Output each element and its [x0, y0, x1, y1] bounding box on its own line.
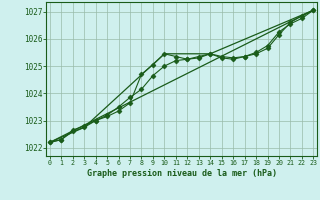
X-axis label: Graphe pression niveau de la mer (hPa): Graphe pression niveau de la mer (hPa) — [87, 169, 276, 178]
